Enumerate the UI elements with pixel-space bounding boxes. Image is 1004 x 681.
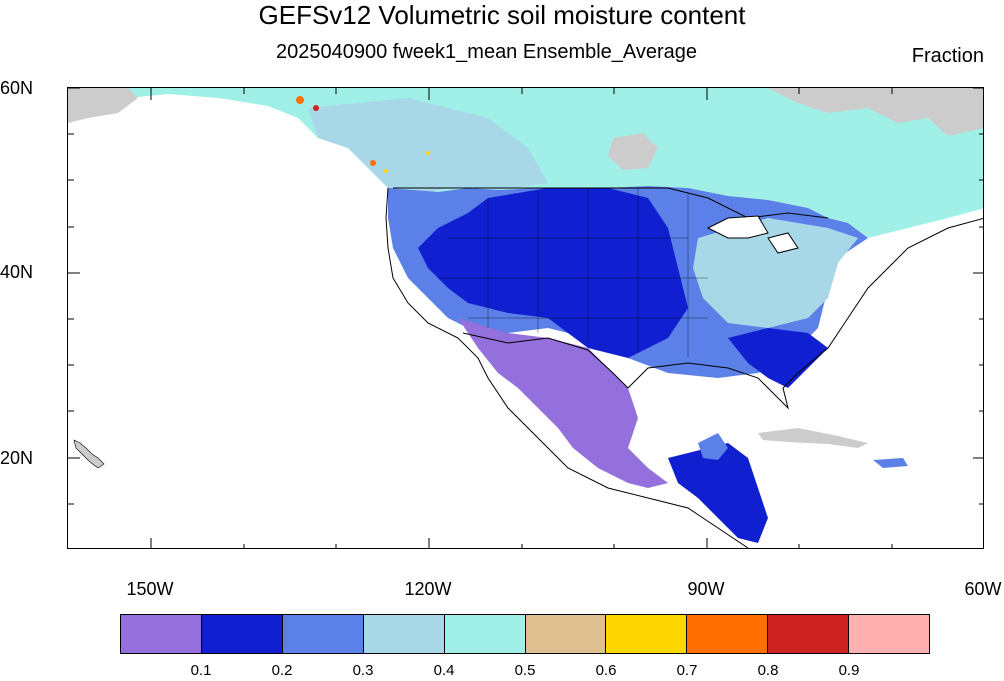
lon-label-120w: 120W bbox=[404, 579, 452, 599]
colorbar-label-2: 0.2 bbox=[271, 662, 293, 679]
state-lines bbox=[438, 188, 708, 358]
colorbar-label-7: 0.7 bbox=[676, 662, 698, 679]
lon-label-90w: 90W bbox=[687, 579, 725, 599]
lat-label-40n: 40N bbox=[0, 262, 34, 282]
colorbar-label-3: 0.3 bbox=[352, 662, 374, 679]
lat-label-60n: 60N bbox=[0, 78, 34, 98]
mexico-region bbox=[458, 318, 668, 488]
colorbar-label-9: 0.9 bbox=[838, 662, 860, 679]
colorbar bbox=[120, 614, 930, 654]
central-us-region bbox=[418, 188, 688, 358]
west-coastline bbox=[385, 187, 749, 548]
central-america-region bbox=[668, 443, 768, 543]
units-label: Fraction bbox=[911, 45, 984, 67]
colorbar-swatch-10 bbox=[849, 615, 930, 653]
map-panel bbox=[67, 87, 984, 549]
us-mexico-border bbox=[462, 332, 629, 389]
map-subtitle: 2025040900 fweek1_mean Ensemble_Average bbox=[276, 41, 698, 63]
hotspot-3 bbox=[370, 160, 376, 166]
colorbar-label-1: 0.1 bbox=[190, 662, 212, 679]
colorbar-swatch-5 bbox=[444, 615, 526, 653]
hotspot-2 bbox=[313, 105, 319, 111]
soil-moisture-map bbox=[68, 88, 983, 548]
colorbar-swatch-3 bbox=[282, 615, 364, 653]
colorbar-swatch-8 bbox=[687, 615, 769, 653]
colorbar-label-6: 0.6 bbox=[595, 662, 617, 679]
hotspot-5 bbox=[426, 151, 430, 155]
western-canada-region bbox=[308, 98, 548, 198]
hotspot-1 bbox=[296, 96, 304, 104]
colorbar-label-8: 0.8 bbox=[757, 662, 779, 679]
axis-ticks bbox=[68, 88, 983, 548]
colorbar-swatch-7 bbox=[606, 615, 688, 653]
lat-label-20n: 20N bbox=[0, 448, 34, 468]
hotspot-4 bbox=[384, 169, 388, 173]
hispaniola-island bbox=[873, 458, 908, 468]
missing-data-patch-north bbox=[768, 88, 983, 136]
colorbar-swatch-4 bbox=[363, 615, 445, 653]
missing-data-patch-hudson bbox=[608, 133, 658, 170]
lon-label-150w: 150W bbox=[126, 579, 174, 599]
missing-data-patch-alaska bbox=[68, 88, 138, 123]
colorbar-swatch-1 bbox=[121, 615, 202, 653]
map-title: GEFSv12 Volumetric soil moisture content bbox=[258, 0, 746, 30]
colorbar-swatch-2 bbox=[201, 615, 283, 653]
lon-label-60w: 60W bbox=[964, 579, 1002, 599]
southeast-us-region bbox=[728, 328, 828, 388]
yucatan-region bbox=[698, 433, 728, 460]
colorbar-label-5: 0.5 bbox=[514, 662, 536, 679]
great-lakes bbox=[706, 215, 799, 254]
colorbar-swatch-6 bbox=[525, 615, 607, 653]
gulf-coastline bbox=[627, 218, 983, 410]
cuba-island bbox=[758, 428, 868, 448]
hawaii-islands bbox=[73, 439, 105, 469]
colorbar-label-4: 0.4 bbox=[433, 662, 455, 679]
colorbar-swatch-9 bbox=[768, 615, 850, 653]
eastern-us-region bbox=[693, 218, 858, 328]
us-canada-border bbox=[393, 187, 829, 219]
